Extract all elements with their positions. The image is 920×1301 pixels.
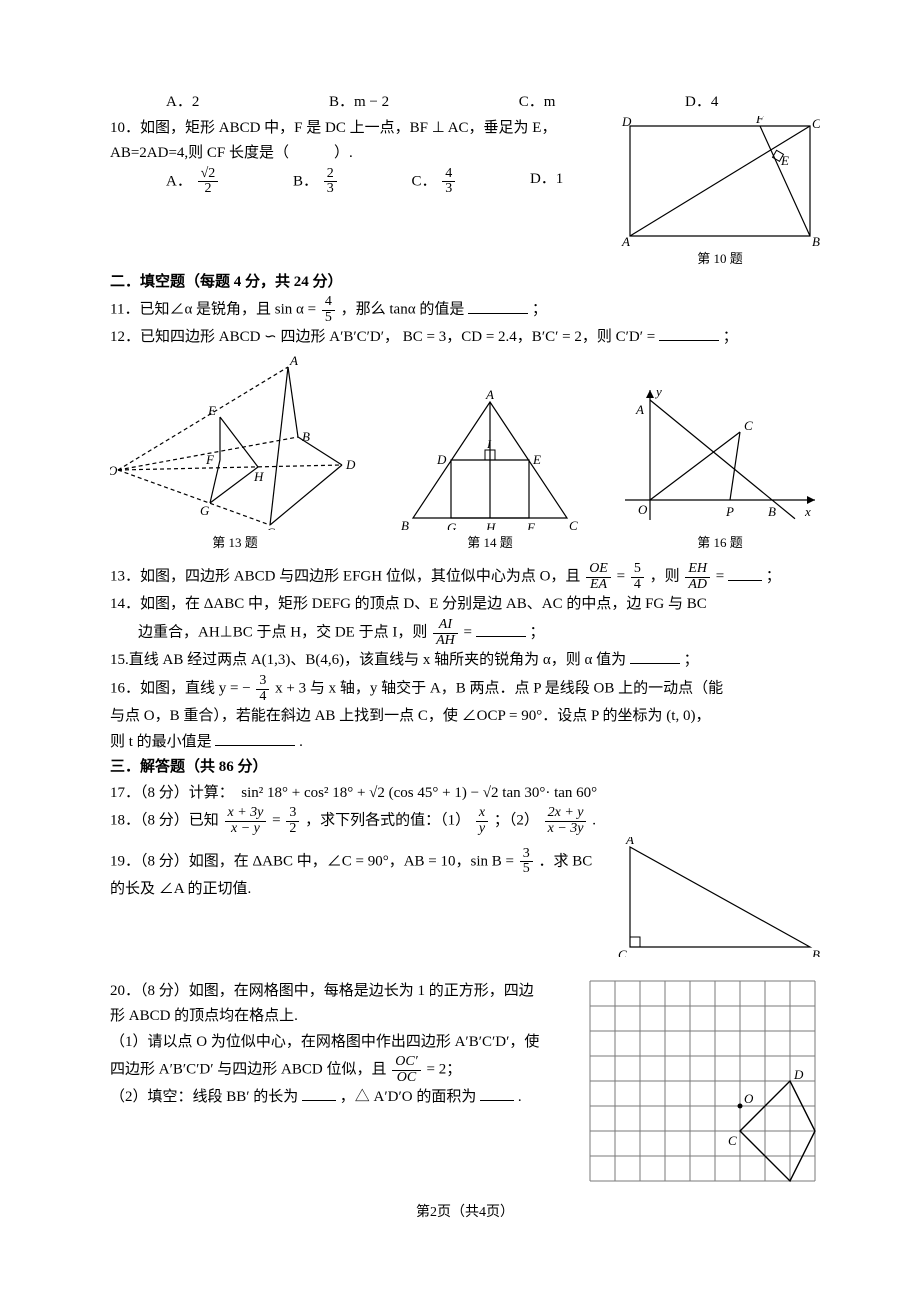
svg-text:F: F [755, 116, 765, 126]
svg-text:F: F [205, 452, 215, 467]
svg-text:y: y [654, 384, 662, 399]
section3-head: 三．解答题（共 86 分） [110, 755, 820, 781]
svg-text:C: C [728, 1133, 737, 1148]
svg-text:E: E [780, 153, 789, 168]
q13-blank [728, 565, 762, 581]
svg-text:B: B [768, 504, 776, 519]
q16-l2: 与点 O，B 重合），若能在斜边 AB 上找到一点 C，使 ∠OCP = 90°… [110, 704, 820, 730]
svg-text:B: B [812, 234, 820, 246]
q18: 18．（8 分）已知 x + 3yx − y = 32 ，求下列各式的值：（1）… [110, 806, 820, 836]
svg-text:B: B [812, 947, 820, 957]
q16-l1: 16．如图，直线 y = − 34 x + 3 与 x 轴，y 轴交于 A，B … [110, 674, 820, 704]
svg-text:C: C [569, 518, 578, 530]
fig13-cell: OABCDEFGH 第 13 题 [110, 355, 360, 554]
fig19-block: A B C [610, 837, 820, 957]
svg-text:C: C [812, 116, 820, 131]
figs-13-14-16: OABCDEFGH 第 13 题 ABCDEGHFI 第 14 题 OxyABP… [110, 355, 820, 554]
svg-text:C: C [744, 418, 753, 433]
svg-text:C: C [618, 947, 627, 957]
fig19-svg: A B C [610, 837, 820, 957]
page-number: 第2页（共4页） [110, 1201, 820, 1225]
fig14-svg: A B C D E G H F I [395, 390, 585, 530]
q17: 17．（8 分）计算： sin² 18° + cos² 18° + √2 (co… [110, 781, 820, 807]
fig10-label: 第 10 题 [620, 248, 820, 270]
svg-text:O: O [744, 1091, 754, 1106]
q11-blank [468, 298, 528, 314]
section2-head: 二．填空题（每题 4 分，共 24 分） [110, 270, 820, 296]
q9-choice-b: B．m − 2 [301, 90, 491, 116]
svg-text:B: B [302, 429, 310, 444]
q10-choice-b: B． 23 [265, 167, 383, 197]
fig13-svg: O A B C D E F G H [110, 355, 360, 530]
q10-choice-a: A． √22 [138, 167, 265, 197]
q9-choice-d: D．4 [657, 90, 820, 116]
q15-blank [630, 648, 680, 664]
fig10-block: D C A B F E 第 10 题 [620, 116, 820, 270]
fig10-svg: D C A B F E [620, 116, 820, 246]
svg-text:D: D [345, 457, 356, 472]
fig20-block: ABCDO [588, 979, 820, 1183]
q9-choice-a: A．2 [138, 90, 301, 116]
q10-choices: A． √22 B． 23 C． 43 D．1 [110, 167, 608, 197]
q9-choice-c: C．m [491, 90, 657, 116]
svg-text:O: O [110, 463, 118, 478]
q12: 12．已知四边形 ABCD ∽ 四边形 A′B′C′D′， BC = 3，CD … [110, 325, 820, 351]
svg-text:E: E [532, 452, 541, 467]
svg-text:A: A [485, 390, 494, 402]
q16-blank [215, 730, 295, 746]
q12-blank [659, 325, 719, 341]
svg-text:H: H [485, 520, 496, 530]
svg-text:A: A [289, 355, 298, 368]
fig16-svg: Ox yA B P C [620, 380, 820, 530]
q20-blank2 [480, 1085, 514, 1101]
q10-choice-d: D．1 [502, 167, 608, 197]
svg-text:F: F [526, 520, 536, 530]
svg-text:A: A [621, 234, 630, 246]
svg-text:A: A [635, 402, 644, 417]
svg-text:B: B [401, 518, 409, 530]
q11: 11．已知∠α 是锐角，且 sin α = 45 ，那么 tanα 的值是 ； [110, 295, 820, 325]
q16-l3: 则 t 的最小值是 . [110, 730, 820, 756]
svg-text:P: P [725, 504, 734, 519]
svg-text:D: D [621, 116, 632, 129]
svg-text:D: D [436, 452, 447, 467]
q14-blank [476, 621, 526, 637]
q10-choice-c: C． 43 [383, 167, 501, 197]
svg-text:D: D [793, 1067, 804, 1082]
svg-text:A: A [625, 837, 634, 847]
fig16-cell: OxyABPC 第 16 题 [620, 380, 820, 554]
svg-text:x: x [804, 504, 811, 519]
svg-text:O: O [638, 502, 648, 517]
svg-text:G: G [447, 520, 457, 530]
q20-blank1 [302, 1085, 336, 1101]
q15: 15.直线 AB 经过两点 A(1,3)、B(4,6)，该直线与 x 轴所夹的锐… [110, 648, 820, 674]
q14-l1: 14．如图，在 ΔABC 中，矩形 DEFG 的顶点 D、E 分别是边 AB、A… [110, 592, 820, 618]
fig14-cell: ABCDEGHFI 第 14 题 [395, 390, 585, 554]
svg-text:C: C [266, 525, 275, 530]
svg-text:H: H [253, 469, 264, 484]
svg-text:G: G [200, 503, 210, 518]
q13: 13．如图，四边形 ABCD 与四边形 EFGH 位似，其位似中心为点 O，且 … [110, 562, 820, 592]
svg-text:I: I [486, 437, 492, 451]
q9-choices: A．2 B．m − 2 C．m D．4 [110, 90, 820, 116]
q14-l2: 边重合，AH⊥BC 于点 H，交 DE 于点 I，则 AIAH = ； [110, 618, 820, 648]
fig20-svg: ABCDO [588, 979, 817, 1183]
svg-text:E: E [207, 403, 216, 418]
